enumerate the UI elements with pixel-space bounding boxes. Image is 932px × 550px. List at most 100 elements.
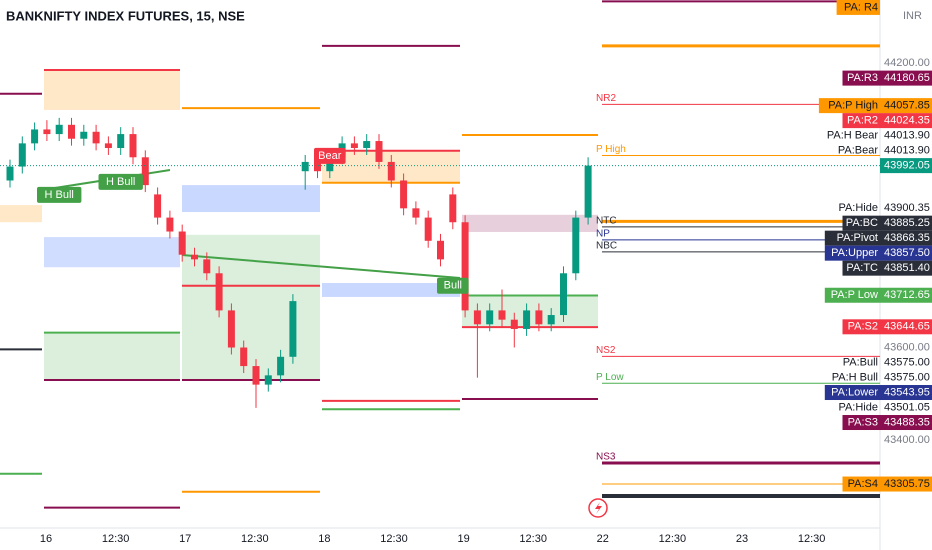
price-tag-name: PA:BC bbox=[846, 217, 878, 229]
price-tag-value: 44013.90 bbox=[884, 145, 930, 157]
zone-band bbox=[182, 234, 320, 380]
price-tag-value: 43575.00 bbox=[884, 371, 930, 383]
x-tick-label: 12:30 bbox=[659, 533, 687, 545]
price-tag-value: 43712.65 bbox=[884, 289, 930, 301]
candle-body bbox=[203, 259, 211, 274]
price-tag-name: PA:TC bbox=[846, 262, 878, 274]
candle-body bbox=[80, 131, 88, 139]
candle-body bbox=[18, 143, 26, 167]
price-tag-name: PA:P Low bbox=[831, 289, 878, 301]
price-tag-value: 43400.00 bbox=[884, 434, 930, 446]
level-label: NS2 bbox=[596, 345, 616, 356]
signal-label-bg bbox=[437, 277, 469, 294]
candle-body bbox=[350, 143, 358, 149]
x-tick-label: 23 bbox=[736, 533, 748, 545]
price-tag-value: 44013.90 bbox=[884, 130, 930, 142]
x-tick-label: 17 bbox=[179, 533, 191, 545]
candle-body bbox=[560, 273, 567, 316]
x-tick-label: 18 bbox=[318, 533, 330, 545]
price-tag-name: PA:Bull bbox=[843, 356, 878, 368]
candle-body bbox=[240, 347, 248, 367]
trend-line bbox=[181, 254, 461, 279]
candle-body bbox=[437, 240, 444, 260]
candle-body bbox=[252, 366, 260, 385]
candle-body bbox=[227, 310, 235, 348]
candle-body bbox=[400, 180, 408, 209]
price-tag-bg bbox=[824, 245, 932, 261]
price-tag-bg bbox=[824, 385, 932, 401]
price-tag-name: PA:S2 bbox=[848, 321, 878, 333]
zone-band bbox=[462, 214, 598, 232]
price-tag-bg bbox=[842, 476, 932, 492]
candle-body bbox=[363, 141, 371, 149]
price-tag-bg bbox=[824, 230, 932, 246]
price-tag-name: PA:Hide bbox=[838, 202, 878, 214]
zone-band bbox=[44, 70, 180, 110]
candle-body bbox=[486, 310, 494, 325]
x-tick-label: 12:30 bbox=[241, 533, 269, 545]
price-tag-name: PA:Pivot bbox=[837, 232, 878, 244]
price-tag-value: 43543.95 bbox=[884, 386, 930, 398]
price-tag-value: 44057.85 bbox=[884, 100, 930, 112]
price-tag-value: 43851.40 bbox=[884, 262, 930, 274]
level-label: NTC bbox=[596, 216, 617, 227]
price-tag-name: PA:H Bear bbox=[827, 130, 878, 142]
price-tag-name: PA:R2 bbox=[847, 115, 878, 127]
price-tag-name: PA:Hide bbox=[838, 401, 878, 413]
price-tag-value: 44200.00 bbox=[884, 57, 930, 69]
price-tag-value: 44024.35 bbox=[884, 115, 930, 127]
zone-band bbox=[0, 205, 42, 223]
price-tag-value: 43644.65 bbox=[884, 321, 930, 333]
signal-label: Bear bbox=[318, 150, 342, 162]
candle-body bbox=[449, 194, 457, 223]
candle-body bbox=[547, 315, 555, 325]
chart-title: BANKNIFTY INDEX FUTURES, 15, NSE bbox=[6, 8, 245, 23]
candle-body bbox=[523, 310, 531, 329]
candle-body bbox=[178, 231, 186, 255]
currency: INR bbox=[903, 10, 922, 22]
price-tag-bg bbox=[842, 415, 932, 431]
x-tick-label: 12:30 bbox=[798, 533, 826, 545]
price-tag-value: 43305.75 bbox=[884, 478, 930, 490]
x-tick-label: 12:30 bbox=[102, 533, 130, 545]
price-tag-bg bbox=[824, 287, 932, 303]
candle-body bbox=[55, 124, 63, 135]
candle-body bbox=[412, 208, 420, 218]
price-tag-name: PA:S4 bbox=[848, 478, 878, 490]
candle-body bbox=[68, 124, 75, 139]
price-tag-name: PA:Lower bbox=[831, 386, 878, 398]
x-tick-label: 19 bbox=[457, 533, 469, 545]
price-tag-value: 44180.65 bbox=[884, 72, 930, 84]
price-tag-value: 43868.35 bbox=[884, 232, 930, 244]
candle-body bbox=[375, 141, 383, 162]
price-tag-bg bbox=[842, 113, 932, 129]
price-tag-name: PA:R3 bbox=[847, 72, 878, 84]
candle-body bbox=[314, 161, 321, 172]
candle-body bbox=[301, 161, 309, 172]
price-tag-name: PA:Upper bbox=[831, 247, 878, 259]
zone-band bbox=[322, 283, 460, 297]
candle-body bbox=[6, 166, 14, 181]
price-tag-bg bbox=[842, 215, 932, 231]
price-tag-bg bbox=[880, 158, 932, 174]
candle-body bbox=[117, 134, 125, 149]
signal-label-bg bbox=[314, 147, 346, 164]
price-tag-value: 43992.05 bbox=[884, 160, 930, 172]
price-tag-value: 43857.50 bbox=[884, 247, 930, 259]
price-tag-value: 43488.35 bbox=[884, 416, 930, 428]
candle-body bbox=[43, 129, 51, 135]
price-tag-name: PA:S3 bbox=[848, 416, 878, 428]
candle-body bbox=[424, 217, 432, 241]
x-tick-label: 12:30 bbox=[380, 533, 408, 545]
price-tag-bg bbox=[836, 0, 880, 15]
candle-body bbox=[191, 254, 198, 260]
zone-band bbox=[182, 185, 320, 213]
candle-body bbox=[264, 375, 272, 385]
x-tick-label: 16 bbox=[40, 533, 52, 545]
candle-body bbox=[166, 217, 174, 232]
zone-band bbox=[44, 237, 180, 268]
candle-body bbox=[498, 310, 506, 320]
level-label: P High bbox=[596, 144, 626, 155]
price-tag-bg bbox=[842, 319, 932, 335]
